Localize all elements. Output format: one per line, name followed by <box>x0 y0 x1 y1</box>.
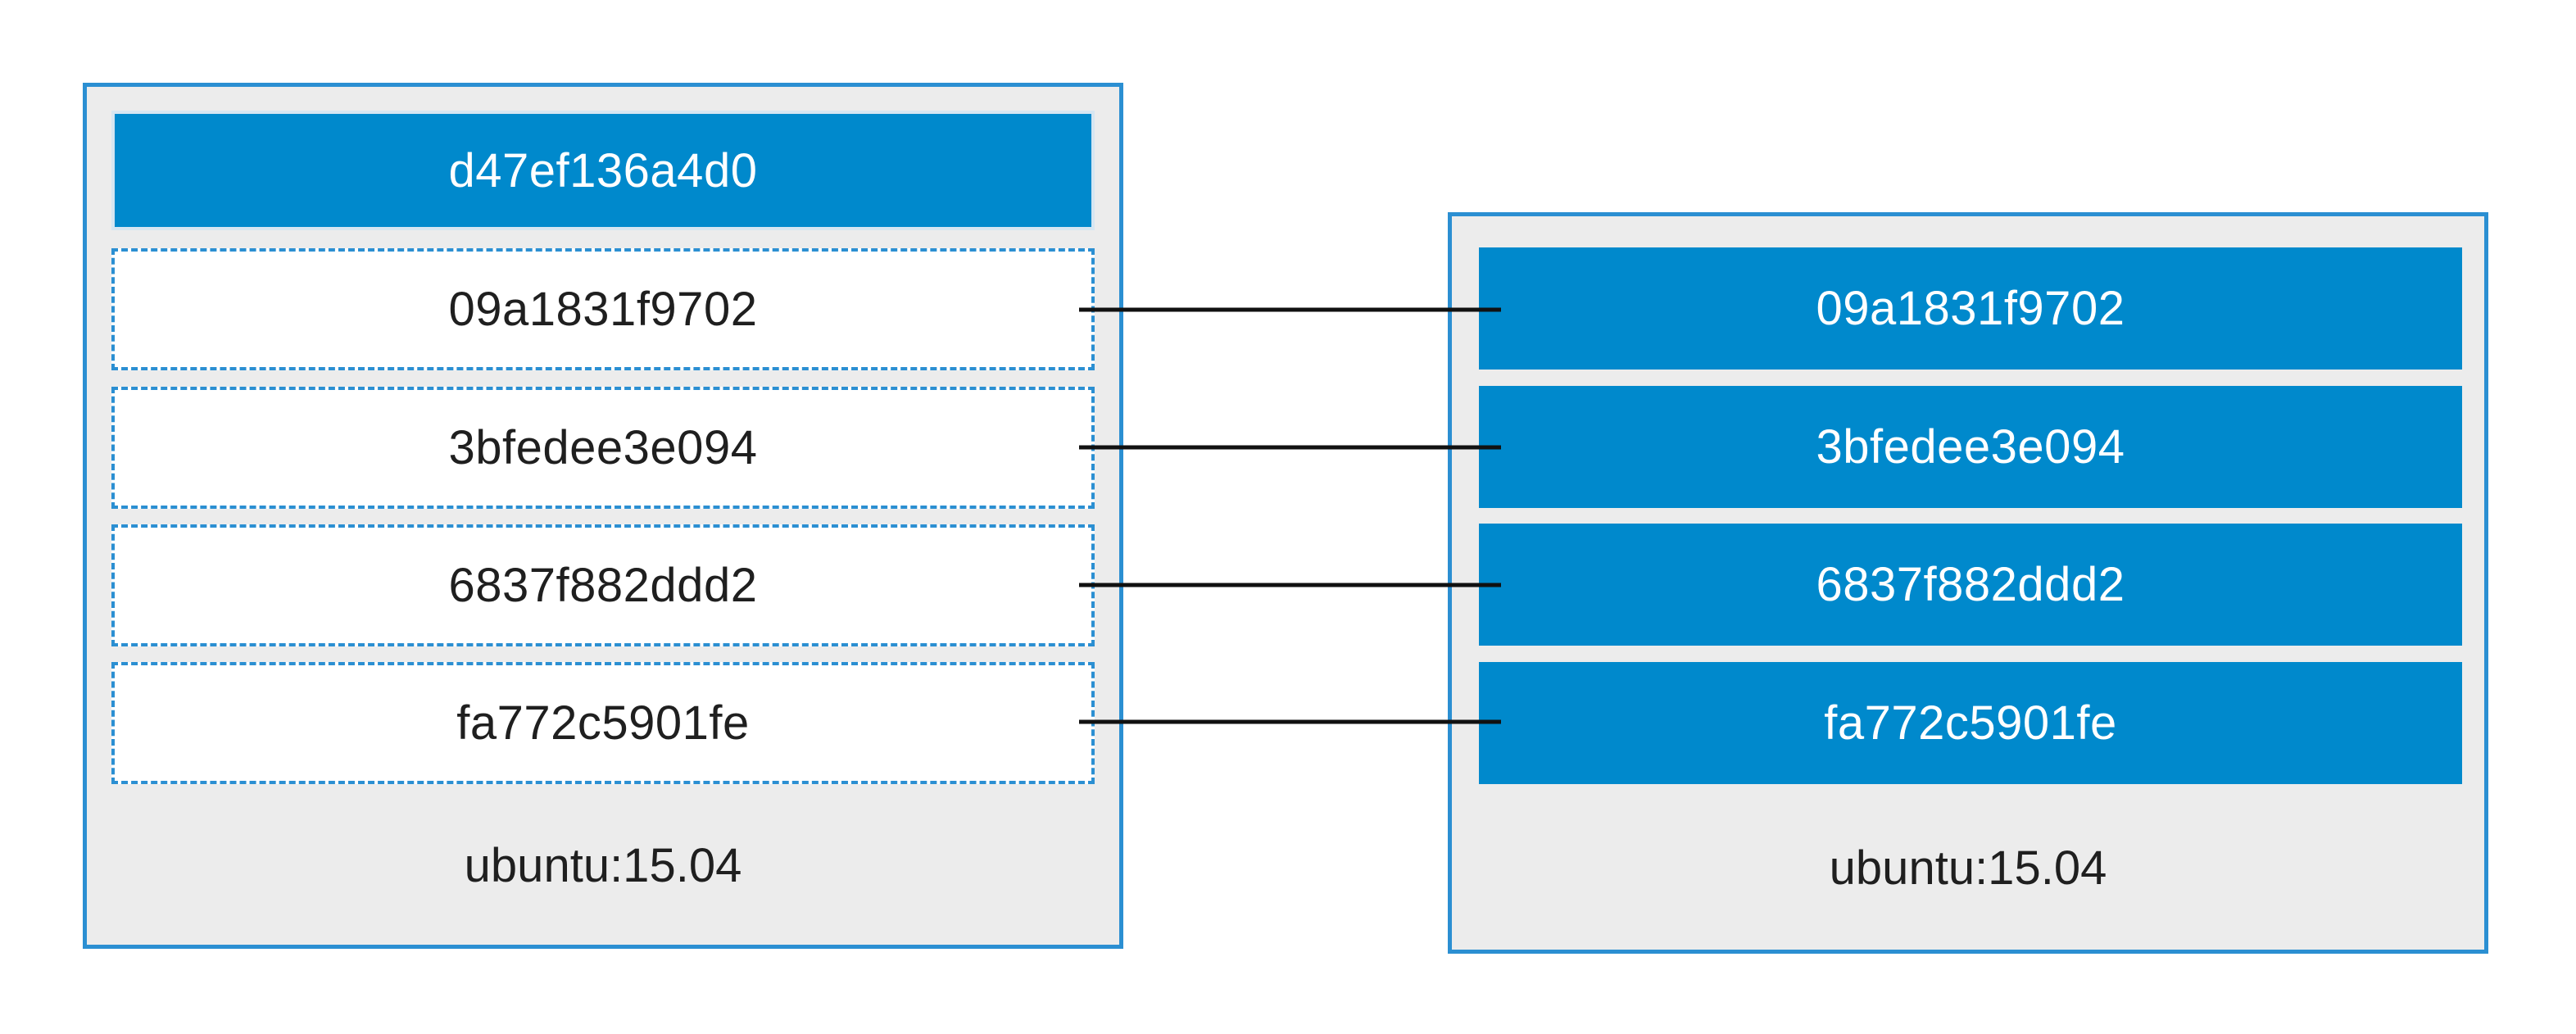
left-layer-4: fa772c5901fe <box>111 662 1095 784</box>
right-layer-4-label: fa772c5901fe <box>1824 696 2117 750</box>
left-base-image-label: ubuntu:15.04 <box>464 838 742 892</box>
right-layer-2-label: 3bfedee3e094 <box>1816 420 2125 474</box>
left-top-layer: d47ef136a4d0 <box>111 111 1095 230</box>
left-layer-1-label: 09a1831f9702 <box>448 283 758 336</box>
right-image-stack: 09a1831f9702 3bfedee3e094 6837f882ddd2 f… <box>1448 212 2488 954</box>
left-layer-1: 09a1831f9702 <box>111 248 1095 370</box>
left-image-stack: d47ef136a4d0 09a1831f9702 3bfedee3e094 6… <box>83 83 1123 949</box>
right-layer-1-label: 09a1831f9702 <box>1816 282 2125 335</box>
right-layer-3-label: 6837f882ddd2 <box>1816 558 2125 611</box>
right-layer-4: fa772c5901fe <box>1479 662 2462 784</box>
left-layer-3-label: 6837f882ddd2 <box>448 559 758 612</box>
left-top-layer-label: d47ef136a4d0 <box>448 143 758 197</box>
right-layer-1: 09a1831f9702 <box>1479 247 2462 370</box>
right-layer-3: 6837f882ddd2 <box>1479 524 2462 646</box>
left-layer-2-label: 3bfedee3e094 <box>448 421 758 474</box>
right-base-image-label: ubuntu:15.04 <box>1829 841 2107 895</box>
left-layer-3: 6837f882ddd2 <box>111 524 1095 646</box>
right-layer-2: 3bfedee3e094 <box>1479 386 2462 508</box>
left-layer-4-label: fa772c5901fe <box>456 696 750 750</box>
left-layer-2: 3bfedee3e094 <box>111 387 1095 509</box>
